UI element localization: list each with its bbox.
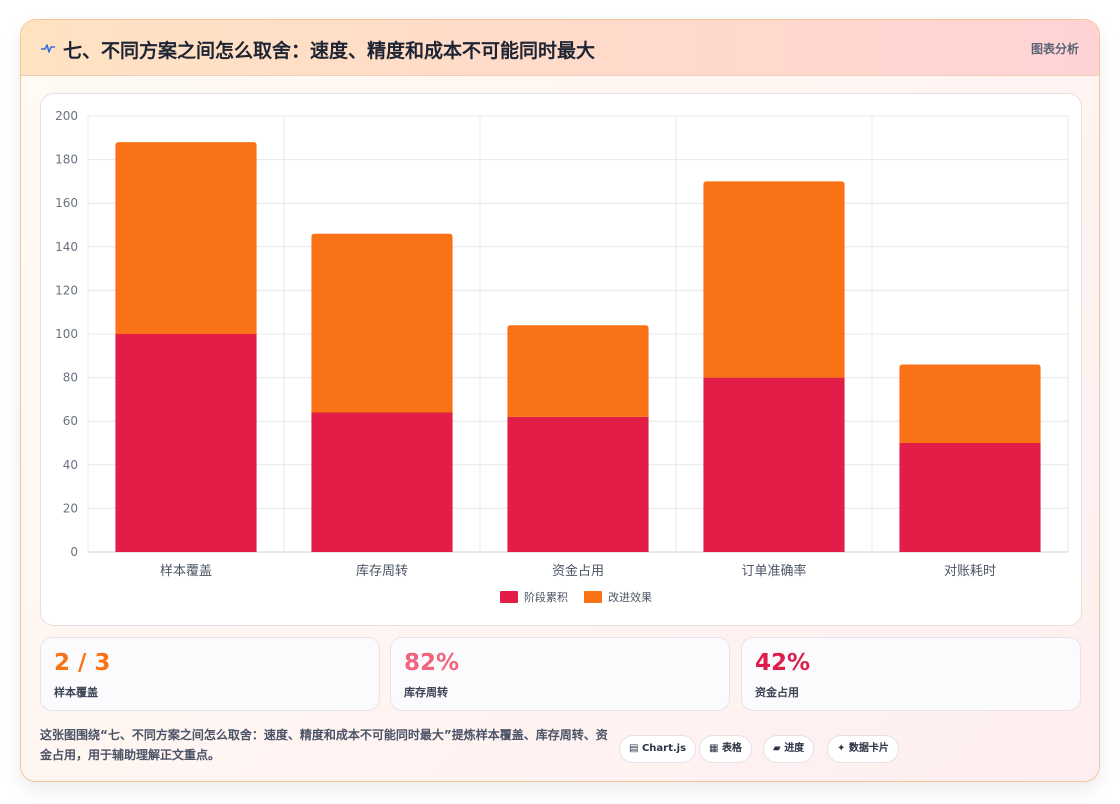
- bar-improvement: [507, 325, 649, 417]
- stat-value: 2 / 3: [54, 650, 111, 676]
- x-tick-label: 库存周转: [356, 563, 408, 579]
- page-title: 七、不同方案之间怎么取舍：速度、精度和成本不可能同时最大: [63, 40, 596, 62]
- bar-improvement: [311, 233, 453, 413]
- y-tick-label: 0: [70, 545, 78, 559]
- card-header: 七、不同方案之间怎么取舍：速度、精度和成本不可能同时最大 图表分析: [21, 20, 1099, 76]
- bar-improvement: [899, 364, 1041, 443]
- x-tick-label: 对账耗时: [944, 564, 996, 579]
- stat-card-capital-usage: 42% 资金占用: [741, 637, 1081, 711]
- chart-description: 这张图围绕“七、不同方案之间怎么取舍：速度、精度和成本不可能同时最大”提炼样本覆…: [40, 728, 608, 762]
- stacked-bar-chart: 0 20 40 60 80 100 120 140 160 180 200 样本覆盖 库存周转 资金占用 订…: [55, 109, 1069, 604]
- stat-value: 82%: [404, 650, 460, 676]
- sparkle-icon: ✦: [837, 743, 846, 754]
- legend-swatch: [584, 591, 602, 603]
- stat-label: 资金占用: [755, 686, 799, 699]
- bar-improvement: [703, 181, 845, 378]
- x-tick-label: 资金占用: [552, 563, 604, 579]
- chart-panel: 0 20 40 60 80 100 120 140 160 180 200 样本覆盖 库存周转 资金占用 订…: [40, 93, 1082, 626]
- y-tick-label: 200: [55, 109, 78, 123]
- y-tick-label: 120: [55, 283, 78, 297]
- y-tick-label: 80: [63, 371, 78, 385]
- stat-value: 42%: [755, 650, 811, 676]
- bar-stage-cumulative: [899, 443, 1041, 552]
- y-tick-label: 140: [55, 240, 78, 254]
- bar-improvement: [115, 142, 257, 334]
- stat-cards: 2 / 3 样本覆盖 82% 库存周转 42% 资金占用: [40, 637, 1082, 711]
- y-tick-label: 60: [63, 414, 78, 428]
- bar-stage-cumulative: [311, 412, 453, 552]
- pulse-icon: [41, 44, 55, 53]
- bar-stage-cumulative: [507, 416, 649, 552]
- progress-icon: ▰: [773, 743, 781, 754]
- y-tick-label: 160: [55, 196, 78, 210]
- chip-progress[interactable]: ▰ 进度: [763, 735, 815, 763]
- y-tick-label: 20: [63, 501, 78, 515]
- chart-analysis-tag[interactable]: 图表分析: [1030, 42, 1079, 56]
- y-tick-label: 40: [63, 458, 78, 472]
- y-tick-label: 100: [55, 327, 78, 341]
- chart-icon: ▤: [629, 743, 639, 754]
- stat-label: 库存周转: [404, 686, 448, 699]
- table-icon: ▦: [709, 743, 719, 754]
- legend-label: 阶段累积: [524, 590, 568, 604]
- stat-label: 样本覆盖: [54, 686, 98, 699]
- bar-stage-cumulative: [703, 377, 845, 552]
- chip-label: 进度: [784, 743, 805, 754]
- bar-stage-cumulative: [115, 334, 257, 552]
- x-tick-label: 样本覆盖: [160, 564, 212, 579]
- chip-label: 数据卡片: [848, 743, 889, 754]
- legend-label: 改进效果: [608, 590, 652, 604]
- legend-swatch: [500, 591, 518, 603]
- stat-card-sample-coverage: 2 / 3 样本覆盖: [40, 637, 380, 711]
- chip-chartjs[interactable]: ▤ Chart.js: [619, 735, 697, 763]
- chip-table[interactable]: ▦ 表格: [699, 735, 752, 763]
- chip-data-card[interactable]: ✦ 数据卡片: [827, 735, 899, 763]
- chip-label: Chart.js: [641, 743, 687, 754]
- x-tick-label: 订单准确率: [741, 563, 806, 579]
- chip-label: 表格: [721, 743, 742, 754]
- stat-card-inventory-turnover: 82% 库存周转: [390, 637, 730, 711]
- chart-card: 七、不同方案之间怎么取舍：速度、精度和成本不可能同时最大 图表分析 0 20 40 6…: [20, 19, 1100, 782]
- y-tick-label: 180: [55, 153, 78, 167]
